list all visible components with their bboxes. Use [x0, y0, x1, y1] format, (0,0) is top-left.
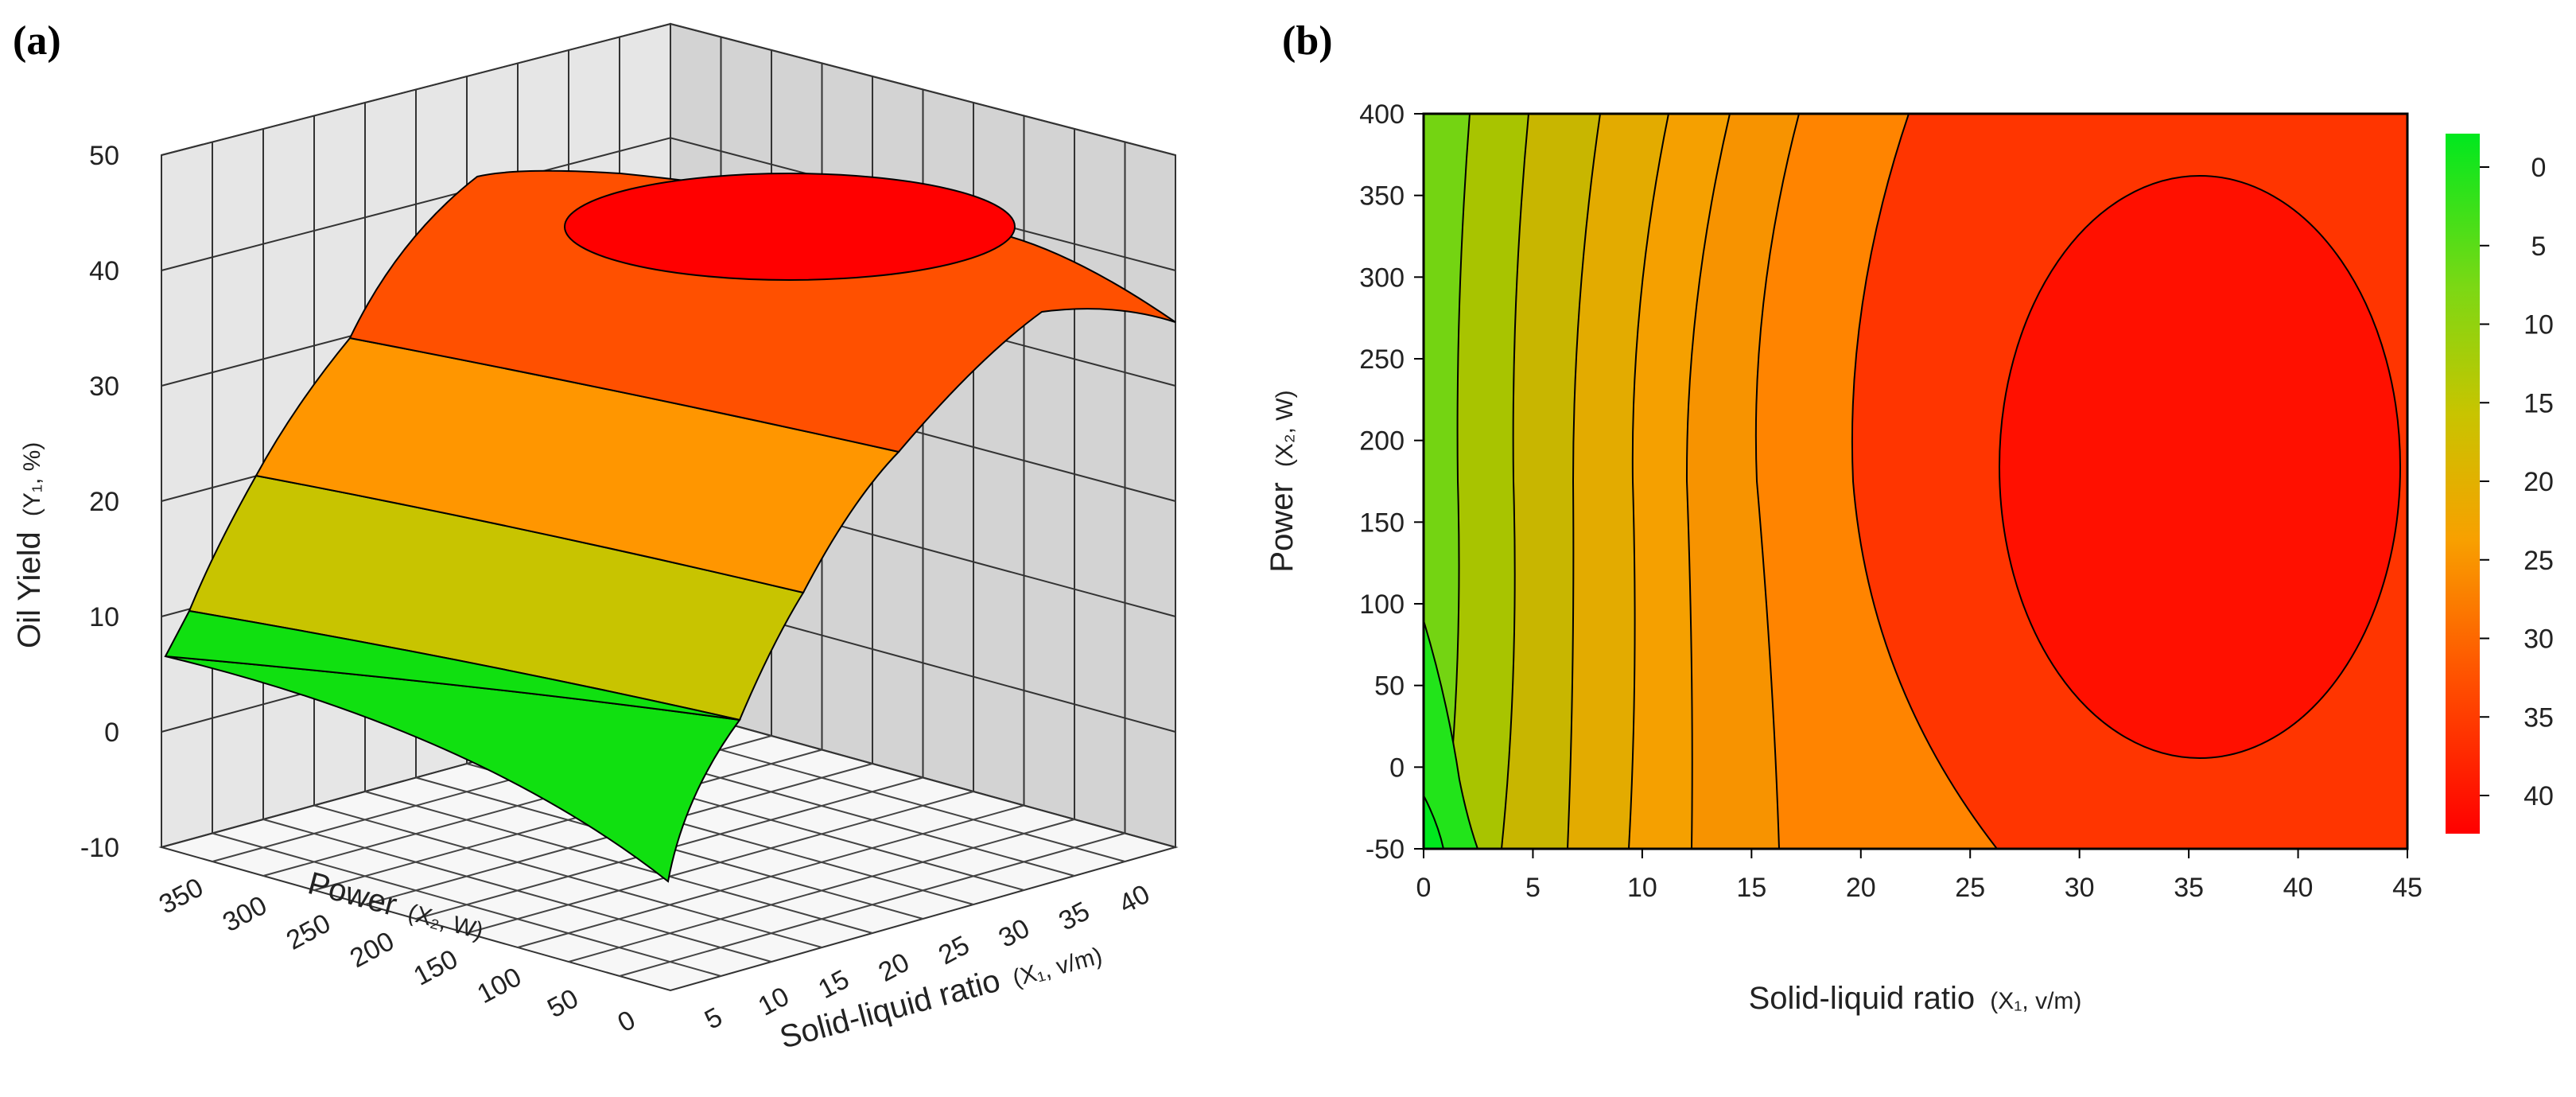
contour-y-axis-title: Power (X₂, W) — [1265, 390, 1300, 572]
contour-plot-frame — [1422, 112, 2409, 850]
axis-ticks-b: 0 5 10 15 20 25 30 35 40 45 400 350 300 250 200 150 100 5… — [1359, 99, 2423, 903]
contour-x-tick-label-5: 25 — [1955, 873, 1985, 903]
z-tick-label-0: 50 — [89, 141, 119, 171]
contour-x-tick-label-8: 40 — [2283, 873, 2314, 903]
ratio-tick-label-7: 40 — [1114, 879, 1155, 920]
contour-y-tick-label-4: 200 — [1359, 426, 1405, 457]
contour-x-tick-label-9: 45 — [2392, 873, 2423, 903]
contour-x-tick-label-1: 5 — [1525, 873, 1541, 903]
contour-x-tick-label-2: 10 — [1627, 873, 1657, 903]
floor-grid-b-6 — [466, 791, 974, 934]
z-tick-label-5: 0 — [104, 718, 119, 748]
colorbar-label-0: 0 — [2531, 153, 2547, 183]
contour-region-below-0 — [1424, 620, 1479, 849]
contour-plot-b: 0 5 10 15 20 25 30 35 40 454003503002502001501005… — [1265, 99, 2554, 1016]
contour-x-tick-label-0: 0 — [1416, 873, 1432, 903]
contour-y-axis-title-main: Power — [1265, 482, 1300, 572]
z-tick-label-6: -10 — [80, 833, 119, 863]
colorbar-label-5: 25 — [2524, 546, 2554, 576]
power-tick-label-4: 150 — [409, 943, 463, 991]
contour-y-tick-label-0: 400 — [1359, 99, 1405, 130]
panel-b-label: (b) — [1282, 18, 1333, 64]
contour-x-axis-title-sub: (X₁, v/m) — [1990, 988, 2081, 1014]
power-tick-label-3: 200 — [345, 926, 399, 974]
z-axis-title-main: Oil Yield — [12, 531, 47, 648]
power-tick-label-2: 250 — [282, 908, 336, 955]
contour-x-tick-label-3: 15 — [1736, 873, 1766, 903]
floor-grid-b-7 — [517, 804, 1024, 948]
z-axis-title: Oil Yield (Y₁, %) — [12, 442, 47, 648]
contour-region-above-40 — [1999, 175, 2401, 759]
ratio-tick-label-4: 25 — [934, 930, 974, 971]
ratio-tick-label-0: 5 — [700, 1002, 728, 1035]
colorbar — [2446, 134, 2480, 834]
ratio-tick-label-2: 15 — [814, 964, 854, 1005]
colorbar-label-1: 5 — [2531, 231, 2547, 262]
ratio-tick-label-1: 10 — [753, 981, 794, 1021]
x-axis-title-sub: (X₁, v/m) — [1010, 943, 1105, 992]
contour-y-tick-label-8: 0 — [1389, 753, 1405, 783]
power-tick-label-6: 50 — [542, 983, 583, 1024]
contour-y-tick-label-9: -50 — [1366, 834, 1405, 865]
colorbar-ticks: 0 5 10 15 20 25 30 35 40 — [2480, 153, 2554, 811]
contour-y-tick-label-2: 300 — [1359, 263, 1405, 293]
ratio-tick-label-3: 20 — [873, 947, 914, 987]
contour-x-axis-title-main: Solid-liquid ratio — [1749, 981, 1976, 1016]
contour-y-tick-label-3: 250 — [1359, 344, 1405, 375]
surface-peak-red — [564, 173, 1016, 281]
z-axis-title-sub: (Y₁, %) — [19, 442, 45, 516]
power-tick-label-1: 300 — [218, 890, 272, 938]
contour-x-tick-label-4: 20 — [1846, 873, 1876, 903]
contour-x-tick-label-7: 35 — [2174, 873, 2204, 903]
colorbar-label-4: 20 — [2524, 467, 2554, 497]
z-tick-label-1: 40 — [89, 256, 119, 286]
z-tick-label-3: 20 — [89, 487, 119, 517]
colorbar-label-2: 10 — [2524, 310, 2554, 340]
contour-x-tick-label-6: 30 — [2065, 873, 2095, 903]
floor-grid-b-9 — [619, 832, 1125, 977]
floor-grid-b-8 — [568, 819, 1075, 963]
contour-y-axis-title-sub: (X₂, W) — [1272, 390, 1298, 467]
power-tick-label-0: 350 — [154, 872, 208, 920]
colorbar-label-7: 35 — [2524, 702, 2554, 733]
contour-y-tick-label-6: 100 — [1359, 589, 1405, 620]
ratio-tick-label-6: 35 — [1054, 896, 1094, 936]
power-tick-label-7: 0 — [613, 1005, 641, 1038]
contour-y-tick-label-7: 50 — [1374, 671, 1405, 702]
contour-y-tick-label-1: 350 — [1359, 181, 1405, 212]
z-tick-label-2: 30 — [89, 372, 119, 402]
contour-y-tick-label-5: 150 — [1359, 508, 1405, 538]
power-tick-label-5: 100 — [472, 962, 526, 1009]
surface-band-left-lip — [164, 609, 740, 721]
panel-a-label: (a) — [13, 18, 61, 64]
colorbar-label-3: 15 — [2524, 388, 2554, 418]
ratio-tick-label-5: 30 — [994, 913, 1035, 954]
colorbar-label-8: 40 — [2524, 781, 2554, 811]
contour-x-axis-title: Solid-liquid ratio (X₁, v/m) — [1749, 981, 2082, 1016]
z-tick-label-4: 10 — [89, 602, 119, 632]
colorbar-label-6: 30 — [2524, 624, 2554, 655]
